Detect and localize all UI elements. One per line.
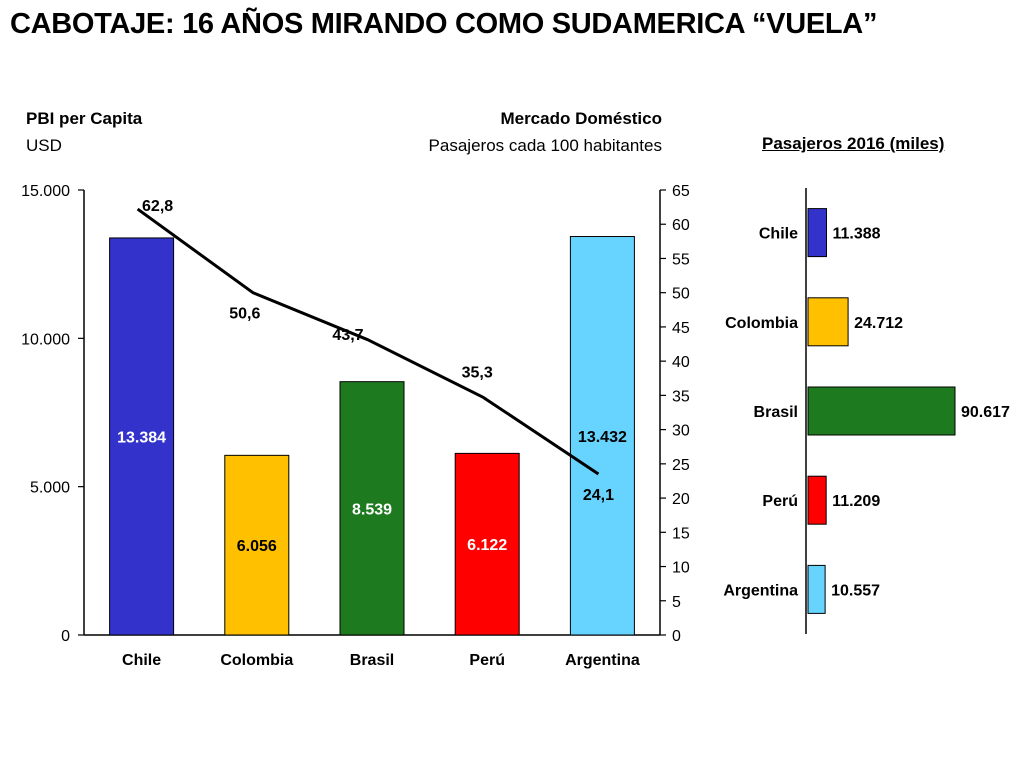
bar-argentina bbox=[569, 236, 635, 636]
line-label-argentina: 24,1 bbox=[583, 487, 614, 504]
right-y-tick-label: 65 bbox=[672, 183, 690, 200]
side-value-label-brasil: 90.617 bbox=[961, 404, 1010, 421]
left-y-tick-label: 5.000 bbox=[30, 480, 70, 497]
side-value-label-peru: 11.209 bbox=[832, 493, 880, 510]
side-bar-colombia bbox=[807, 297, 849, 347]
right-y-tick-label: 15 bbox=[672, 525, 690, 542]
right-axis-unit: Pasajeros cada 100 habitantes bbox=[428, 136, 662, 155]
side-category-label-chile: Chile bbox=[759, 226, 798, 243]
left-y-tick-label: 0 bbox=[61, 628, 70, 645]
bar-colombia bbox=[224, 454, 290, 636]
line-series-mercado-domestico bbox=[136, 207, 600, 476]
right-y-tick-label: 60 bbox=[672, 217, 690, 234]
right-y-tick-label: 35 bbox=[672, 388, 690, 405]
slide-title: CABOTAJE: 16 AÑOS MIRANDO COMO SUDAMERIC… bbox=[10, 8, 878, 40]
bar-brasil bbox=[339, 381, 405, 636]
side-bar-brasil bbox=[807, 386, 956, 436]
side-value-label-chile: 11.388 bbox=[832, 226, 880, 243]
right-y-tick-label: 25 bbox=[672, 457, 690, 474]
x-tick-label-peru: Perú bbox=[469, 652, 505, 669]
line-label-brasil: 43,7 bbox=[332, 327, 363, 344]
right-y-tick-label: 50 bbox=[672, 286, 690, 303]
right-y-tick-label: 55 bbox=[672, 251, 690, 268]
x-tick-label-chile: Chile bbox=[122, 652, 161, 669]
passengers-2016-bar-chart: Chile 11.388 Colombia 24.712 Brasil 90.617 Per… bbox=[723, 188, 1010, 634]
bar-label-argentina: 13.432 bbox=[578, 429, 627, 446]
bar-chile bbox=[109, 237, 175, 636]
side-bar-peru bbox=[807, 475, 827, 525]
left-y-tick-label: 10.000 bbox=[21, 331, 70, 348]
side-bar-chile bbox=[807, 208, 827, 258]
line-label-colombia: 50,6 bbox=[229, 306, 260, 323]
side-value-label-argentina: 10.557 bbox=[831, 582, 880, 599]
x-tick-label-colombia: Colombia bbox=[220, 652, 293, 669]
bar-label-colombia: 6.056 bbox=[237, 538, 277, 555]
left-axis-unit: USD bbox=[26, 136, 62, 155]
right-y-tick-label: 10 bbox=[672, 560, 690, 577]
bar-label-chile: 13.384 bbox=[117, 429, 166, 446]
line-label-chile: 62,8 bbox=[142, 198, 173, 215]
side-value-label-colombia: 24.712 bbox=[854, 315, 903, 332]
side-category-label-argentina: Argentina bbox=[723, 582, 798, 599]
left-axis-title: PBI per Capita bbox=[26, 109, 143, 128]
side-bar-argentina bbox=[807, 564, 826, 614]
side-category-label-peru: Perú bbox=[762, 493, 798, 510]
left-y-tick-label: 15.000 bbox=[21, 183, 70, 200]
side-category-label-colombia: Colombia bbox=[725, 315, 798, 332]
bar-peru bbox=[454, 452, 520, 636]
right-y-tick-label: 30 bbox=[672, 423, 690, 440]
gdp-passengers-combo-chart: 0 5.000 10.000 15.000 0 5 10 15 20 25 30 35 40 45 50 55… bbox=[21, 183, 690, 669]
x-tick-label-brasil: Brasil bbox=[350, 652, 394, 669]
right-y-tick-label: 45 bbox=[672, 320, 690, 337]
right-y-tick-label: 5 bbox=[672, 594, 681, 611]
passengers-chart-title: Pasajeros 2016 (miles) bbox=[762, 134, 945, 153]
bar-label-brasil: 8.539 bbox=[352, 501, 392, 518]
side-category-label-brasil: Brasil bbox=[754, 404, 798, 421]
right-y-tick-label: 40 bbox=[672, 354, 690, 371]
bar-label-peru: 6.122 bbox=[467, 537, 507, 554]
right-y-tick-label: 0 bbox=[672, 628, 681, 645]
x-tick-label-argentina: Argentina bbox=[565, 652, 640, 669]
right-y-tick-label: 20 bbox=[672, 491, 690, 508]
line-label-peru: 35,3 bbox=[462, 364, 493, 381]
right-axis-title: Mercado Doméstico bbox=[500, 109, 662, 128]
